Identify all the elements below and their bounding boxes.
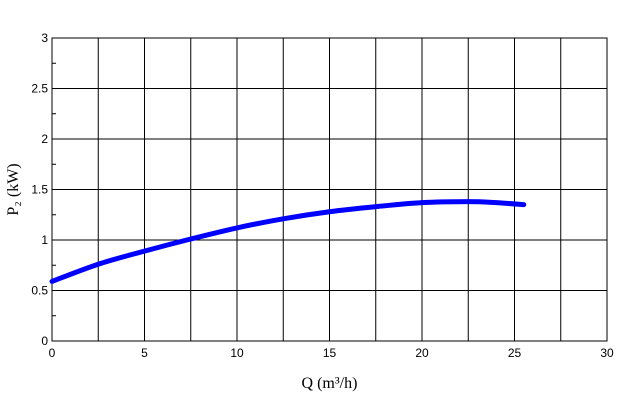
y-tick-labels: 0 0.5 1 1.5 2 2.5 3 — [31, 31, 48, 348]
x-tick-label: 25 — [508, 346, 522, 360]
y-grid — [52, 88, 607, 291]
y-tick-label: 1 — [41, 233, 48, 247]
y-tick-label: 0.5 — [31, 284, 48, 298]
series-line — [49, 199, 527, 284]
x-tick-label: 20 — [415, 346, 429, 360]
y-tick-label: 2 — [41, 132, 48, 146]
x-axis-title: Q (m³/h) — [302, 375, 358, 392]
y-axis-title: P₂ (kW) — [5, 163, 22, 215]
y-tick-label: 2.5 — [31, 82, 48, 96]
x-tick-label: 5 — [141, 346, 148, 360]
y-tick-label: 1.5 — [31, 183, 48, 197]
x-tick-label: 10 — [230, 346, 244, 360]
x-tick-label: 0 — [49, 346, 56, 360]
plot-frame — [51, 37, 608, 342]
series-layer — [49, 199, 527, 284]
x-tick-labels: 0 5 10 15 20 25 30 — [49, 346, 614, 360]
x-tick-label: 15 — [323, 346, 337, 360]
minor-ticks — [52, 62, 56, 317]
y-tick-label: 3 — [41, 31, 48, 45]
x-tick-label: 30 — [600, 346, 614, 360]
y-tick-label: 0 — [41, 334, 48, 348]
